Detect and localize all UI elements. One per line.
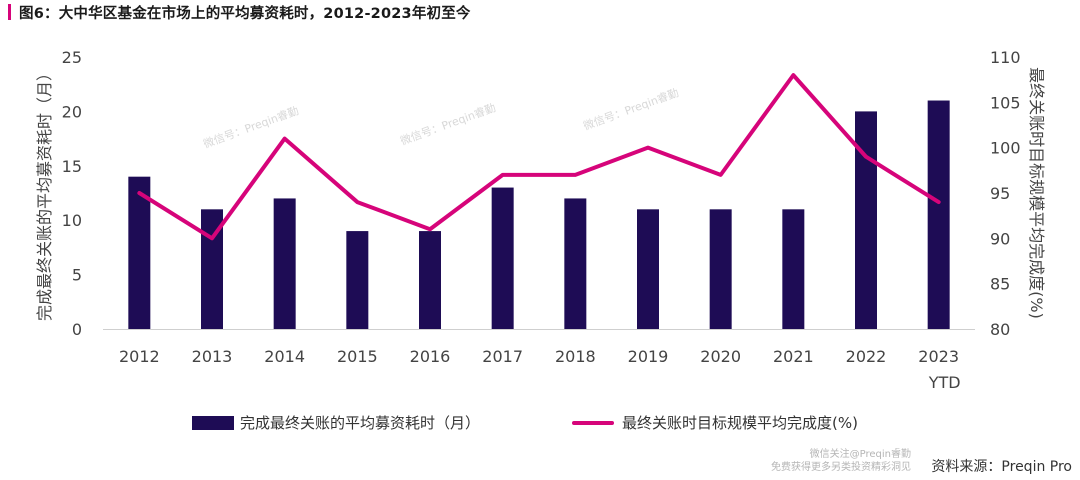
- x-tick-label: 2014: [264, 347, 305, 366]
- legend-bar-label: 完成最终关账的平均募资耗时（月）: [240, 414, 481, 432]
- x-tick-label: 2023: [918, 347, 959, 366]
- watermark-text-3: 微信号：Preqin睿勤: [581, 85, 680, 133]
- bar-2014: [273, 198, 296, 329]
- x-tick-label: 2022: [846, 347, 887, 366]
- y-left-tick-label: 15: [62, 157, 82, 176]
- y-left-tick-label: 25: [62, 48, 82, 67]
- legend-bar-series: 完成最终关账的平均募资耗时（月）: [192, 412, 480, 433]
- wechat-note-line2: 免费获得更多另类投资精彩洞见: [771, 462, 911, 473]
- title-bar: 图6：大中华区基金在市场上的平均募资耗时，2012-2023年初至今: [0, 0, 471, 24]
- wechat-note-line1: 微信关注@Preqin睿勤: [809, 449, 911, 460]
- wechat-note: 微信关注@Preqin睿勤 免费获得更多另类投资精彩洞见: [771, 448, 911, 474]
- x-tick-sublabel: YTD: [928, 373, 961, 392]
- chart-title: 图6：大中华区基金在市场上的平均募资耗时，2012-2023年初至今: [19, 5, 471, 22]
- y-left-tick-label: 5: [72, 266, 82, 285]
- y-left-tick-label: 0: [72, 320, 82, 339]
- legend-line-series: 最终关账时目标规模平均完成度(%): [572, 412, 858, 433]
- watermark-text-2: 微信号：Preqin睿勤: [398, 100, 497, 148]
- title-accent-bar: [8, 4, 11, 20]
- bar-2019: [637, 209, 659, 329]
- x-tick-label: 2016: [410, 347, 451, 366]
- legend-line-label: 最终关账时目标规模平均完成度(%): [622, 414, 858, 432]
- y-right-axis-title: 最终关账时目标规模平均完成度(%): [1027, 67, 1046, 319]
- x-tick-label: 2018: [555, 347, 596, 366]
- bar-2013: [201, 209, 223, 329]
- y-right-tick-label: 110: [990, 48, 1021, 67]
- bar-2012: [128, 176, 151, 329]
- legend-line-swatch: [572, 420, 614, 425]
- x-tick-label: 2012: [119, 347, 160, 366]
- x-tick-label: 2013: [192, 347, 233, 366]
- x-tick-label: 2020: [700, 347, 741, 366]
- bar-2018: [564, 198, 587, 329]
- y-left-axis-title: 完成最终关账的平均募资耗时（月）: [35, 65, 54, 321]
- y-right-tick-label: 80: [990, 320, 1010, 339]
- y-left-tick-label: 20: [62, 102, 82, 121]
- y-right-tick-label: 90: [990, 229, 1010, 248]
- x-tick-label: 2019: [628, 347, 669, 366]
- x-tick-label: 2017: [482, 347, 523, 366]
- y-left-tick-label: 10: [62, 211, 82, 230]
- bar-2020: [709, 209, 732, 329]
- line-series-completion: [137, 73, 941, 241]
- bar-2016: [419, 231, 441, 329]
- y-right-tick-label: 85: [990, 275, 1010, 294]
- y-right-tick-label: 100: [990, 139, 1021, 158]
- bar-2022: [855, 111, 877, 330]
- bar-2021: [782, 209, 805, 329]
- source-note: 资料来源：Preqin Pro: [931, 459, 1072, 475]
- x-tick-label: 2021: [773, 347, 814, 366]
- x-tick-label: 2015: [337, 347, 378, 366]
- bar-2023: [927, 100, 950, 330]
- bar-2017: [491, 187, 514, 329]
- watermark-text-1: 微信号：Preqin睿勤: [201, 103, 300, 151]
- y-right-tick-label: 95: [990, 184, 1010, 203]
- bar-2015: [346, 231, 369, 329]
- y-right-tick-label: 105: [990, 93, 1021, 112]
- legend-bar-swatch: [192, 415, 234, 430]
